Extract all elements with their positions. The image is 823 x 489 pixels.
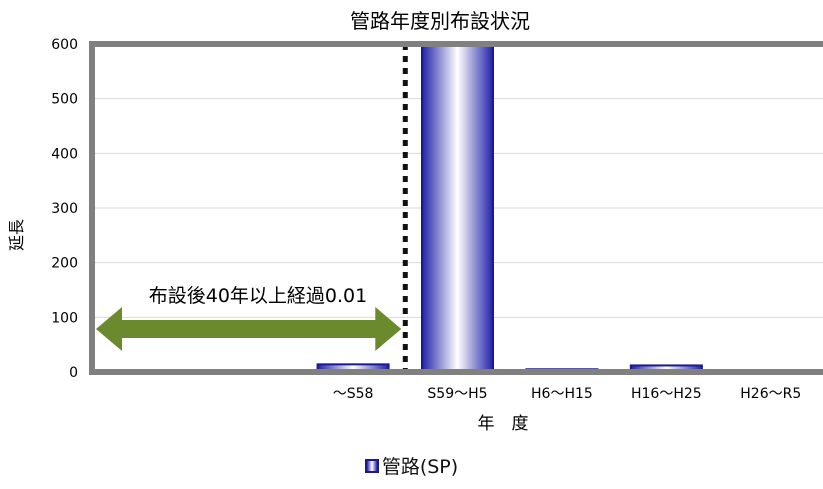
double-arrow — [96, 307, 402, 351]
y-tick-label: 300 — [51, 201, 78, 217]
annotation-text: 布設後40年以上経過0.01 — [149, 285, 367, 307]
legend: 管路(SP) — [0, 452, 823, 479]
legend-label: 管路(SP) — [381, 456, 459, 478]
x-tick-label: H16～H25 — [631, 386, 702, 402]
y-tick-label: 100 — [51, 310, 78, 326]
legend-swatch — [364, 459, 379, 473]
x-tick-label: S59～H5 — [427, 386, 487, 402]
y-tick-labels: 0 100 200 300 400 500 600 — [51, 37, 78, 381]
y-tick-label: 500 — [51, 92, 78, 108]
plot-frame — [89, 41, 823, 375]
annotation: 布設後40年以上経過0.01 — [96, 285, 402, 351]
y-tick-label: 200 — [51, 256, 78, 272]
x-axis-label: 年 度 — [478, 414, 529, 434]
chart-title: 管路年度別布設状況 — [350, 9, 530, 33]
bar — [420, 44, 495, 374]
x-tick-label: H26～R5 — [740, 386, 801, 402]
x-tick-label: H6～H15 — [531, 386, 593, 402]
y-tick-label: 400 — [51, 146, 78, 162]
y-axis-label: 延長 — [7, 219, 26, 251]
y-tick-label: 600 — [51, 37, 78, 53]
y-tick-label: 0 — [69, 365, 78, 381]
x-tick-labels: ～S58 S59～H5 H6～H15 H16～H25 H26～R5 — [333, 386, 802, 402]
x-tick-label: ～S58 — [333, 386, 374, 402]
